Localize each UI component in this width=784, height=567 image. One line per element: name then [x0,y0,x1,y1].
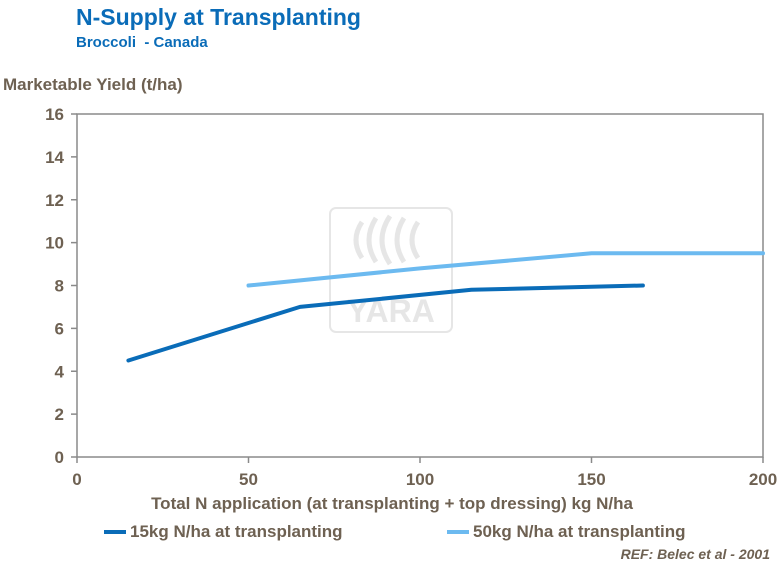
series-line-2 [246,251,765,288]
y-axis-label: Marketable Yield (t/ha) [3,75,183,94]
series-layer [126,251,765,363]
x-tick-label: 100 [406,470,434,489]
chart-title: N-Supply at Transplanting [76,4,361,30]
y-tick-label: 10 [45,234,64,253]
y-tick-label: 0 [55,448,64,467]
x-tick-label: 200 [749,470,777,489]
y-tick-label: 2 [55,405,64,424]
legend-label-50kg: 50kg N/ha at transplanting [473,522,686,541]
x-tick-label: 0 [72,470,81,489]
watermark-frame [329,207,453,333]
axes: 0 2 4 6 8 10 12 14 16 0 50 100 150 200 [45,105,777,489]
legend-item-50kg: 50kg N/ha at transplanting [447,522,686,542]
y-tick-label: 8 [55,277,64,296]
y-tick-label: 6 [55,319,64,338]
legend-item-15kg: 15kg N/ha at transplanting [104,522,343,542]
legend-swatch-50kg [447,530,469,534]
y-tick-label: 12 [45,191,64,210]
y-tick-label: 4 [55,362,65,381]
chart-subtitle: Broccoli - Canada [76,34,208,51]
x-tick-label: 50 [239,470,258,489]
legend-label-15kg: 15kg N/ha at transplanting [130,522,343,541]
legend-swatch-15kg [104,530,126,534]
y-tick-label: 16 [45,105,64,124]
series-line-1 [126,283,645,363]
x-axis-label: Total N application (at transplanting + … [151,494,633,513]
reference-note: REF: Belec et al - 2001 [620,546,770,562]
plot-area-frame [76,113,764,458]
x-tick-label: 150 [577,470,605,489]
y-tick-label: 14 [45,148,64,167]
viking-ship-icon [353,214,421,266]
